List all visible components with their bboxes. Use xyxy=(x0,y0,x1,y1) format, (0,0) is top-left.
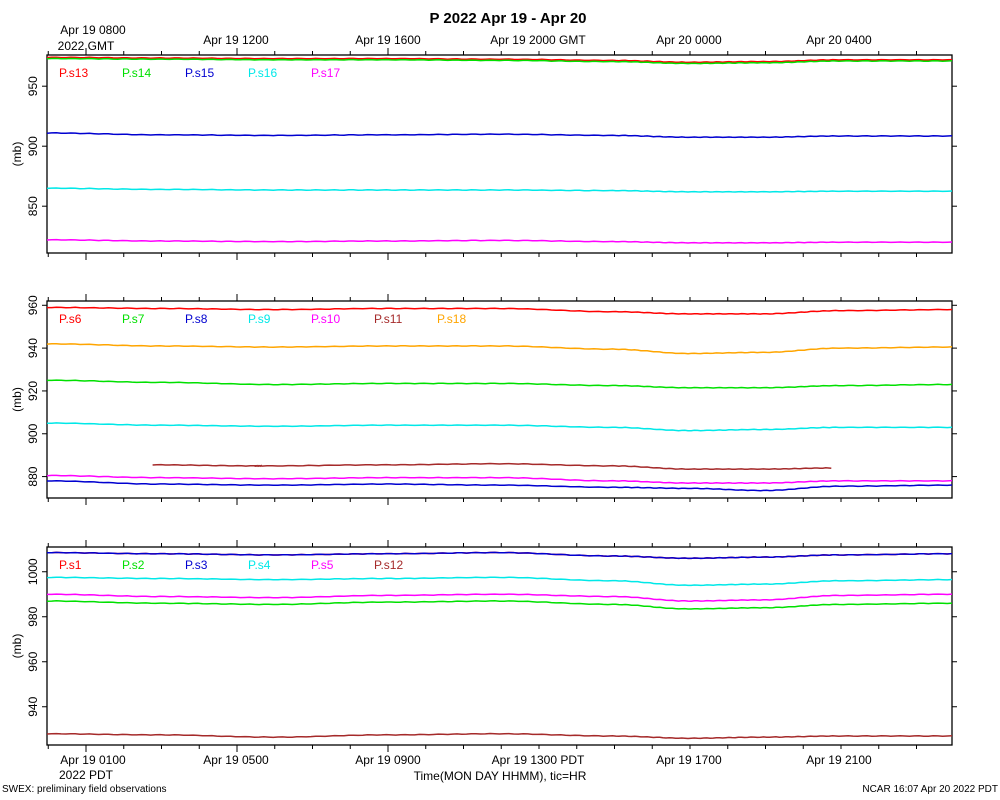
y-axis-label: (mb) xyxy=(10,142,24,167)
legend-entry: P.s16 xyxy=(248,66,277,80)
legend-entry: P.s2 xyxy=(122,558,145,572)
panel-1: 850 900 950 (mb) P.s13 P.s14 P.s15 P.s16 P.s17 xyxy=(10,48,957,260)
legend-entry: P.s10 xyxy=(311,312,340,326)
series-line-p-s9 xyxy=(47,422,953,432)
series-line-p-s16 xyxy=(46,187,953,193)
series-line-p-s7 xyxy=(47,379,953,389)
series-line-p-s6 xyxy=(47,306,953,315)
legend-entry: P.s18 xyxy=(437,312,466,326)
top-axis-label: Apr 19 1200 xyxy=(203,33,269,47)
chart-title: P 2022 Apr 19 - Apr 20 xyxy=(429,10,586,27)
footer-right: NCAR 16:07 Apr 20 2022 PDT xyxy=(862,784,998,795)
series-line-p-s4 xyxy=(46,576,953,587)
bottom-axis-corner-line-1: Apr 19 0100 xyxy=(60,753,126,767)
legend-entry: P.s14 xyxy=(122,66,151,80)
top-axis-label: Apr 20 0400 xyxy=(806,33,872,47)
top-axis-corner-line-1: Apr 19 0800 xyxy=(60,23,126,37)
top-axis-corner-line-2: 2022 GMT xyxy=(58,39,115,53)
panel-frame xyxy=(46,546,953,746)
x-axis-label: Time(MON DAY HHMM), tic=HR xyxy=(414,769,587,783)
y-axis: 850 900 950 xyxy=(26,76,957,216)
legend-entry: P.s9 xyxy=(248,312,271,326)
series-line-p-s10 xyxy=(46,474,953,484)
x-ticks xyxy=(47,294,917,505)
legend-entry: P.s17 xyxy=(311,66,340,80)
x-ticks xyxy=(47,48,917,260)
legend-entry: P.s8 xyxy=(185,312,208,326)
y-axis: 940 960 980 1000 xyxy=(26,558,957,717)
series-line-p-s3 xyxy=(47,551,953,560)
legend: P.s6 P.s7 P.s8 P.s9 P.s10 P.s11 P.s18 xyxy=(59,312,466,326)
legend-entry: P.s3 xyxy=(185,558,208,572)
panel-frame xyxy=(46,300,953,499)
y-tick-label: 920 xyxy=(26,381,40,401)
y-tick-label: 850 xyxy=(26,196,40,216)
legend-entry: P.s1 xyxy=(59,558,82,572)
legend-entry: P.s12 xyxy=(374,558,403,572)
series-lines xyxy=(46,551,953,740)
series-line-p-s15 xyxy=(46,132,953,139)
series-line-p-s17 xyxy=(46,238,953,244)
legend-entry: P.s15 xyxy=(185,66,214,80)
top-axis-labels: Apr 19 1200 Apr 19 1600 Apr 19 2000 GMT Apr… xyxy=(203,33,872,47)
series-line-p-s11 xyxy=(152,462,832,471)
legend: P.s13 P.s14 P.s15 P.s16 P.s17 xyxy=(59,66,340,80)
bottom-axis-label: Apr 19 0500 xyxy=(203,753,269,767)
panel-2: 880 900 920 940 960 (mb) P.s6 P.s7 P.s8 P.s9 P.s10… xyxy=(10,294,957,505)
y-axis-label: (mb) xyxy=(10,634,24,659)
y-tick-label: 940 xyxy=(26,338,40,358)
bottom-axis-corner-line-2: 2022 PDT xyxy=(59,768,114,782)
y-tick-label: 940 xyxy=(26,696,40,716)
series-line-p-s5 xyxy=(47,593,953,602)
footer-left: SWEX: preliminary field observations xyxy=(2,784,167,795)
y-axis: 880 900 920 940 960 xyxy=(26,295,957,487)
series-line-p-s2 xyxy=(46,600,953,610)
legend-entry: P.s11 xyxy=(374,312,403,326)
legend-entry: P.s7 xyxy=(122,312,145,326)
legend: P.s1 P.s2 P.s3 P.s4 P.s5 P.s12 xyxy=(59,558,403,572)
panels: 850 900 950 (mb) P.s13 P.s14 P.s15 P.s16 P.s17 88… xyxy=(10,48,957,752)
legend-entry: P.s13 xyxy=(59,66,88,80)
legend-entry: P.s4 xyxy=(248,558,271,572)
bottom-axis-label: Apr 19 1300 PDT xyxy=(492,753,585,767)
bottom-axis-label: Apr 19 0900 xyxy=(355,753,421,767)
top-axis-label: Apr 19 2000 GMT xyxy=(490,33,586,47)
legend-entry: P.s5 xyxy=(311,558,334,572)
y-tick-label: 880 xyxy=(26,466,40,486)
top-axis-label: Apr 20 0000 xyxy=(656,33,722,47)
series-line-p-s14 xyxy=(46,57,953,65)
series-lines xyxy=(46,56,953,244)
legend-entry: P.s6 xyxy=(59,312,82,326)
series-line-p-s12 xyxy=(46,732,953,740)
y-tick-label: 960 xyxy=(26,295,40,315)
y-tick-label: 980 xyxy=(26,606,40,626)
series-lines xyxy=(46,306,953,492)
y-tick-label: 900 xyxy=(26,423,40,443)
series-line-p-s18 xyxy=(46,342,953,355)
x-ticks xyxy=(47,540,917,752)
series-line-p-s8 xyxy=(47,479,953,492)
y-tick-label: 960 xyxy=(26,651,40,671)
y-tick-label: 1000 xyxy=(26,558,40,585)
panel-frame xyxy=(46,54,953,254)
series-line-p-s13 xyxy=(46,56,953,64)
y-tick-label: 900 xyxy=(26,136,40,156)
y-axis-label: (mb) xyxy=(10,387,24,412)
top-axis-label: Apr 19 1600 xyxy=(355,33,421,47)
bottom-axis-label: Apr 19 2100 xyxy=(806,753,872,767)
y-tick-label: 950 xyxy=(26,76,40,96)
bottom-axis-label: Apr 19 1700 xyxy=(656,753,722,767)
bottom-axis-labels: Apr 19 0500 Apr 19 0900 Apr 19 1300 PDT Apr… xyxy=(203,753,872,767)
